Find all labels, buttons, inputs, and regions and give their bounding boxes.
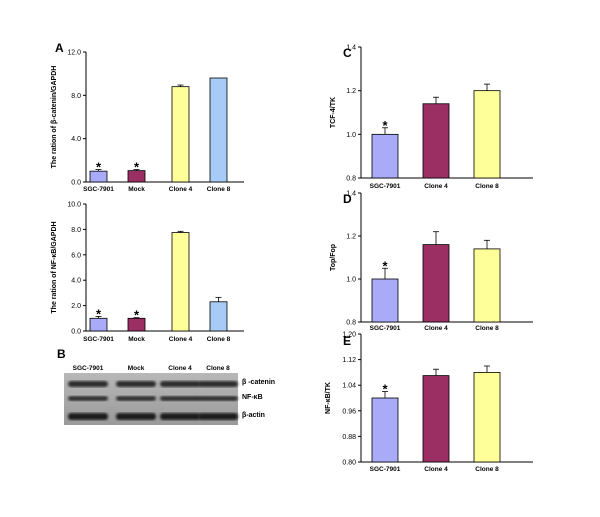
panel-letter-a: A <box>55 41 64 55</box>
x-tick-label: Clone 8 <box>475 325 499 332</box>
y-tick-label: 6.0 <box>71 252 81 259</box>
blot-band <box>116 413 156 420</box>
x-tick-label: SGC-7901 <box>83 186 114 193</box>
x-tick-label: Clone 8 <box>207 186 231 193</box>
bar <box>473 248 501 323</box>
blot-band <box>68 413 108 420</box>
y-axis-label: TCF-4/TK <box>330 97 337 128</box>
x-tick-label: Mock <box>128 186 145 193</box>
y-tick-label: 1.0 <box>346 277 356 284</box>
blot-band <box>198 413 238 420</box>
x-tick-label: SGC-7901 <box>370 466 401 473</box>
y-tick-label: 0.88 <box>342 434 356 441</box>
x-tick-label: SGC-7901 <box>370 183 401 190</box>
y-tick-label: 1.4 <box>346 191 356 198</box>
x-tick-label: SGC-7901 <box>370 325 401 332</box>
y-tick-label: 1.12 <box>342 357 356 364</box>
y-tick-label: 1.20 <box>342 332 356 339</box>
x-tick-label: Clone 4 <box>169 336 193 343</box>
bar <box>209 77 228 183</box>
blot-lane-label: Clone 4 <box>168 365 192 372</box>
blot-band <box>160 413 200 420</box>
y-tick-label: 0.8 <box>346 320 356 327</box>
x-tick-label: Clone 4 <box>424 325 448 332</box>
bar <box>422 375 450 463</box>
bar <box>422 103 450 179</box>
bar <box>473 371 501 463</box>
y-tick-label: 0.0 <box>71 329 81 336</box>
y-axis-label: Top/Fop <box>330 244 337 271</box>
y-tick-label: 10.0 <box>67 202 81 209</box>
significance-star: * <box>382 118 388 133</box>
western-blot-panel: B SGC-7901 Mock Clone 4 Clone 8 β -catenin NF-… <box>57 347 275 425</box>
panel-letter-e: E <box>343 334 351 348</box>
bar <box>171 86 190 183</box>
blot-band <box>68 381 108 387</box>
x-tick-label: Clone 4 <box>424 466 448 473</box>
y-axis-label: The ration of β-catenin/GAPDH <box>51 66 58 169</box>
y-tick-label: 0.96 <box>342 408 356 415</box>
blot-band <box>68 396 108 401</box>
x-tick-label: Clone 8 <box>207 336 231 343</box>
blot-band <box>198 396 238 401</box>
y-tick-label: 0.0 <box>71 180 81 187</box>
x-tick-label: Clone 4 <box>169 186 193 193</box>
blot-protein-label: NF-κB <box>242 394 263 401</box>
y-tick-label: 1.2 <box>346 234 356 241</box>
bar <box>171 232 190 332</box>
y-tick-label: 0.80 <box>342 460 356 467</box>
bar <box>473 90 501 179</box>
y-tick-label: 0.8 <box>346 176 356 183</box>
bar <box>371 133 399 179</box>
chart-panel-a2: 0.0 2.0 4.0 6.0 8.0 10.0 The ration of NF-κB/G… <box>51 202 244 343</box>
panel-letter-c: C <box>343 46 352 60</box>
blot-band <box>198 381 238 387</box>
blot-band <box>160 381 200 387</box>
blot-lane-label: SGC-7901 <box>73 365 104 372</box>
chart-panel-e: E 0.80 0.88 0.96 1.04 1.12 1.20 NF-κB/TK * SGC-79… <box>325 332 533 473</box>
x-tick-label: Clone 4 <box>424 183 448 190</box>
y-tick-label: 12.0 <box>67 50 81 57</box>
significance-star: * <box>382 382 388 397</box>
blot-protein-label: β-actin <box>242 412 265 419</box>
chart-panel-d: D 0.8 1.0 1.2 1.4 Top/Fop * SGC-7901 Clone 4 Clon… <box>330 191 533 332</box>
bar <box>371 397 399 463</box>
bar <box>422 244 450 323</box>
y-tick-label: 4.0 <box>71 278 81 285</box>
blot-band <box>160 396 200 401</box>
y-axis-label: The ration of NF-κB/GAPDH <box>51 221 58 313</box>
x-tick-label: SGC-7901 <box>83 336 114 343</box>
y-tick-label: 1.2 <box>346 88 356 95</box>
y-tick-label: 1.04 <box>342 383 356 390</box>
blot-protein-label: β -catenin <box>242 379 275 386</box>
significance-star: * <box>134 308 140 323</box>
y-tick-label: 8.0 <box>71 93 81 100</box>
blot-lane-label: Clone 8 <box>206 365 230 372</box>
significance-star: * <box>96 160 102 175</box>
blot-lane-label: Mock <box>128 365 145 372</box>
bar <box>371 278 399 323</box>
significance-star: * <box>382 258 388 273</box>
chart-panel-c: C 0.8 1.0 1.2 1.4 TCF-4/TK * SGC-7901 Clone 4 Clo… <box>330 45 533 190</box>
y-tick-label: 1.0 <box>346 132 356 139</box>
y-tick-label: 8.0 <box>71 227 81 234</box>
panel-letter-b: B <box>57 347 66 361</box>
y-tick-label: 4.0 <box>71 136 81 143</box>
significance-star: * <box>134 160 140 175</box>
chart-panel-a: A 0.0 4.0 8.0 12.0 The ration of β-catenin/GA… <box>51 41 244 193</box>
y-tick-label: 2.0 <box>71 303 81 310</box>
x-tick-label: Clone 8 <box>475 183 499 190</box>
x-tick-label: Clone 8 <box>475 466 499 473</box>
y-axis-label: NF-κB/TK <box>325 382 332 414</box>
bar <box>209 301 228 332</box>
y-tick-label: 1.4 <box>346 45 356 52</box>
blot-band <box>116 381 156 387</box>
blot-band <box>116 396 156 401</box>
panel-letter-d: D <box>343 192 352 206</box>
significance-star: * <box>96 306 102 321</box>
x-tick-label: Mock <box>128 336 145 343</box>
